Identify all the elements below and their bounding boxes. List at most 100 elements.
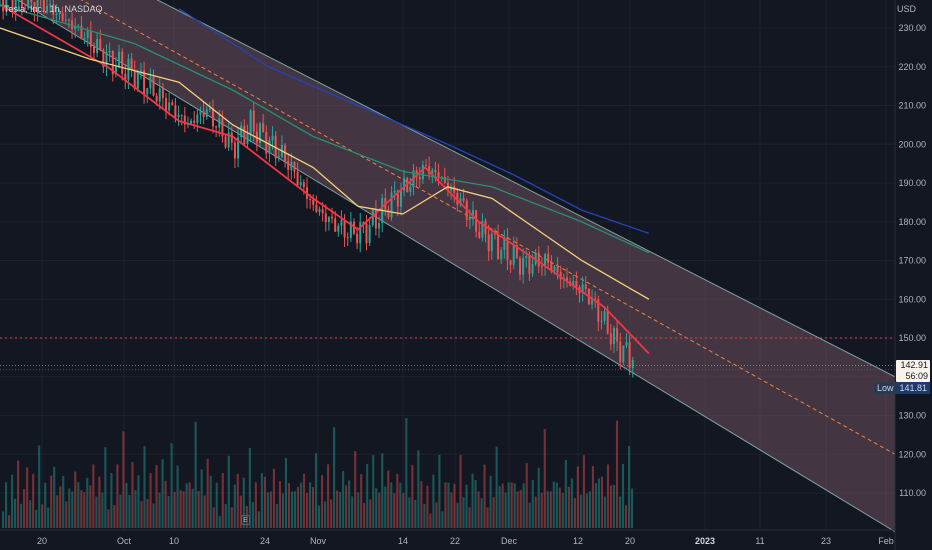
candle-body	[193, 120, 196, 123]
volume-bar	[405, 418, 408, 528]
candle-body	[315, 204, 318, 212]
candle-body	[331, 216, 334, 219]
volume-bar	[603, 496, 607, 528]
candle-body	[509, 260, 512, 265]
candle-body	[174, 105, 177, 118]
candle-body	[139, 70, 142, 72]
volume-bar	[618, 496, 622, 528]
volume-bar	[113, 505, 116, 528]
candle-body	[528, 255, 531, 274]
channel-upper-line	[156, 0, 896, 378]
candle-body	[606, 311, 609, 334]
volume-bar	[402, 492, 405, 528]
candle-body	[481, 220, 484, 238]
volume-bar	[444, 482, 447, 528]
volume-bar	[17, 460, 20, 528]
volume-bar	[390, 482, 393, 528]
candle-body	[92, 46, 95, 54]
volume-bar	[236, 473, 239, 528]
volume-bar	[5, 482, 8, 528]
volume-bar	[336, 490, 339, 528]
candle-body	[77, 25, 80, 27]
price-tick-label: 190.00	[898, 178, 926, 188]
candle-body	[362, 222, 365, 224]
volume-bar	[53, 466, 56, 528]
volume-bar	[29, 500, 32, 528]
candle-body	[525, 255, 528, 258]
candle-body	[124, 73, 127, 80]
volume-bar	[450, 492, 453, 528]
volume-bar	[125, 482, 128, 528]
volume-bar	[330, 499, 333, 528]
candle-body	[205, 109, 208, 118]
candle-body	[594, 298, 597, 300]
candle-body	[218, 118, 221, 128]
volume-bar	[287, 482, 291, 528]
volume-bar	[65, 501, 68, 528]
volume-bar	[2, 511, 5, 528]
volume-bar	[516, 491, 519, 528]
volume-bar	[239, 495, 242, 528]
candle-body	[399, 190, 402, 207]
candle-body	[99, 39, 102, 51]
candle-body	[625, 342, 628, 346]
volume-bar	[161, 459, 164, 528]
volume-bar	[498, 486, 501, 528]
candle-body	[152, 76, 155, 96]
volume-bar	[104, 447, 107, 528]
volume-bar	[372, 455, 375, 528]
candle-body	[318, 209, 321, 212]
volume-bar	[327, 464, 330, 528]
volume-bar	[38, 445, 41, 528]
horizontal-levels	[0, 337, 895, 371]
candle-body	[149, 76, 152, 89]
volume-bar	[624, 505, 628, 528]
volume-bar	[116, 464, 119, 528]
volume-bar	[447, 482, 450, 528]
volume-bar	[206, 458, 209, 528]
volume-bar	[504, 492, 507, 528]
time-tick-label: 12	[573, 536, 583, 546]
candle-body	[337, 225, 340, 232]
candle-body	[603, 311, 606, 321]
volume-bar	[32, 473, 35, 528]
candle-body	[522, 257, 525, 275]
volume-bar	[381, 453, 384, 528]
candle-body	[42, 0, 45, 12]
last-price-tag: 142.91 56:09	[896, 360, 930, 382]
volume-bar	[546, 491, 549, 528]
volume-bar	[342, 470, 345, 528]
volume-bar	[363, 503, 366, 528]
volume-bar	[378, 492, 381, 528]
symbol-title[interactable]: Tesla, Inc., 1h, NASDAQ	[4, 4, 103, 14]
candle-body	[74, 26, 77, 30]
candle-body	[440, 176, 443, 178]
candle-body	[249, 110, 252, 134]
volume-bar	[552, 481, 555, 528]
candle-body	[503, 237, 506, 251]
volume-bar	[483, 464, 486, 528]
time-axis: 20 Oct 10 24 Nov 14 22 Dec 12 20 2023 11 23 Feb	[0, 529, 895, 546]
volume-bar	[110, 473, 113, 528]
earnings-marker-icon[interactable]: E	[241, 515, 250, 525]
candle-body	[540, 266, 543, 268]
candle-body	[108, 50, 111, 53]
candle-body	[428, 166, 431, 175]
volume-bar	[396, 473, 399, 528]
volume-bar	[351, 496, 354, 528]
volume-bar	[558, 487, 561, 528]
volume-bar	[80, 490, 83, 528]
candle-body	[302, 182, 305, 188]
candle-body	[575, 280, 578, 287]
volume-bar	[23, 489, 26, 528]
moving-average-lines	[0, 3, 650, 355]
candle-body	[227, 132, 230, 148]
candle-body	[118, 51, 121, 67]
volume-bar	[480, 498, 483, 528]
volume-bar	[248, 448, 251, 528]
volume-bar	[260, 473, 263, 528]
candle-body	[349, 221, 352, 238]
volume-bar	[119, 494, 122, 528]
volume-bar	[179, 489, 182, 528]
